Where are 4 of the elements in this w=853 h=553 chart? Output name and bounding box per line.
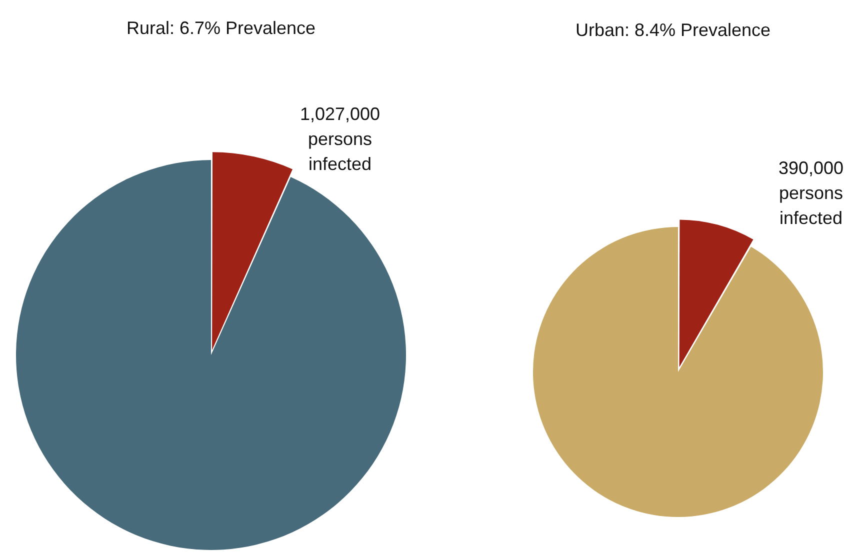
text: 1,027,000 persons infected	[298, 103, 382, 176]
chart-title: Rural: 6.7% Prevalence	[126, 18, 316, 39]
text: 390,000 persons infected	[777, 157, 845, 230]
chart-title: Urban: 8.4% Prevalence	[575, 20, 771, 41]
